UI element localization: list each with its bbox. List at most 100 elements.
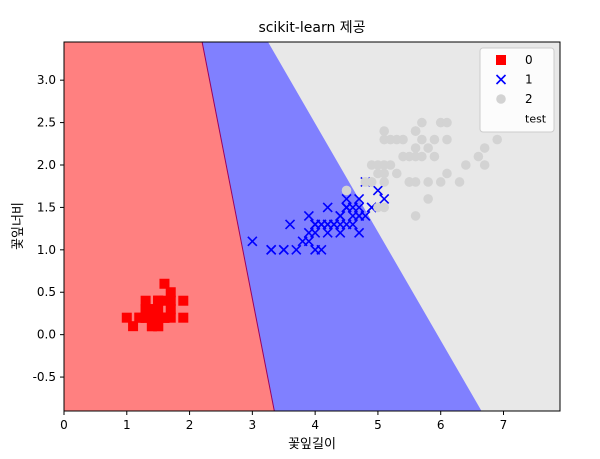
point-0-5 bbox=[165, 295, 176, 306]
point-2-14 bbox=[379, 126, 390, 136]
point-1-27 bbox=[372, 185, 383, 196]
legend-marker-1 bbox=[495, 74, 507, 85]
point-2-20 bbox=[417, 134, 427, 145]
point-2-5 bbox=[473, 151, 484, 162]
point-0-22 bbox=[121, 312, 132, 323]
point-2-30 bbox=[442, 168, 452, 179]
point-2-7 bbox=[454, 177, 465, 187]
point-2-34 bbox=[410, 211, 421, 221]
point-1-29 bbox=[278, 244, 289, 255]
legend-marker-0 bbox=[496, 55, 506, 65]
x-tick-label: 6 bbox=[437, 418, 445, 432]
point-2-35 bbox=[442, 134, 452, 145]
point-0-44 bbox=[178, 295, 189, 306]
point-2-29 bbox=[423, 194, 433, 204]
legend-box bbox=[479, 47, 555, 133]
y-tick-label: 1.5 bbox=[37, 200, 56, 214]
point-1-42 bbox=[310, 227, 321, 238]
point-0-35 bbox=[134, 312, 145, 323]
point-0-19 bbox=[153, 304, 164, 315]
y-tick-label: 2.5 bbox=[37, 116, 56, 130]
point-0-42 bbox=[140, 312, 151, 323]
boundary-0-1 bbox=[201, 42, 275, 411]
point-0-20 bbox=[165, 312, 176, 323]
point-2-25 bbox=[435, 177, 446, 187]
point-2-42 bbox=[429, 134, 440, 145]
point-0-43 bbox=[159, 278, 170, 289]
point-2-18 bbox=[492, 134, 503, 145]
legend-label-test: test bbox=[525, 113, 547, 126]
point-2-2 bbox=[429, 151, 440, 162]
y-axis: -0.5 0.0 0.5 1.0 1.5 2.0 2.5 3.0 bbox=[33, 73, 64, 384]
point-1-9 bbox=[303, 210, 314, 221]
point-1-33 bbox=[379, 193, 390, 204]
point-2-46 bbox=[385, 160, 396, 170]
point-2-8 bbox=[423, 177, 433, 187]
point-1-11 bbox=[322, 202, 333, 213]
point-0-46 bbox=[159, 312, 170, 323]
point-0-31 bbox=[153, 295, 164, 306]
x-tick-label: 0 bbox=[60, 418, 68, 432]
point-2-11 bbox=[391, 168, 402, 179]
point-1-23 bbox=[354, 227, 365, 238]
x-tick-label: 4 bbox=[311, 418, 319, 432]
point-2-4 bbox=[423, 143, 433, 153]
point-2-44 bbox=[385, 134, 396, 145]
point-2-17 bbox=[479, 143, 490, 153]
point-1-30 bbox=[297, 236, 308, 247]
point-0-32 bbox=[153, 321, 164, 332]
point-0-41 bbox=[140, 304, 151, 315]
region-0 bbox=[64, 42, 275, 411]
point-0-48 bbox=[153, 312, 164, 323]
x-tick-label: 7 bbox=[500, 418, 508, 432]
point-1-45 bbox=[322, 227, 333, 238]
x-tick-label: 2 bbox=[186, 418, 194, 432]
point-1-34 bbox=[341, 202, 352, 213]
point-1-14 bbox=[284, 219, 296, 230]
point-2-47 bbox=[398, 134, 408, 145]
point-0-49 bbox=[146, 312, 157, 323]
x-tick-label: 5 bbox=[374, 418, 382, 432]
point-0-13 bbox=[128, 321, 139, 332]
point-1-41 bbox=[347, 210, 358, 221]
y-tick-label: -0.5 bbox=[33, 370, 56, 384]
point-1-26 bbox=[360, 210, 371, 221]
point-2-45 bbox=[373, 168, 383, 179]
point-1-43 bbox=[266, 244, 277, 255]
point-2-32 bbox=[410, 143, 421, 153]
point-0-45 bbox=[146, 304, 157, 315]
x-tick-label: 3 bbox=[249, 418, 257, 432]
legend-label-1: 1 bbox=[525, 73, 533, 87]
data-points bbox=[121, 117, 503, 332]
point-2-43 bbox=[417, 117, 427, 128]
y-tick-label: 1.0 bbox=[37, 243, 56, 257]
point-2-9 bbox=[442, 117, 452, 128]
point-1-40 bbox=[335, 227, 346, 238]
point-2-38 bbox=[360, 177, 371, 187]
point-1-6 bbox=[354, 193, 365, 204]
point-2-21 bbox=[366, 160, 377, 170]
point-1-48 bbox=[247, 236, 258, 247]
point-1-36 bbox=[354, 202, 365, 213]
chart-title: scikit-learn 제공 bbox=[258, 20, 365, 36]
point-0-37 bbox=[146, 321, 157, 332]
point-1-49 bbox=[316, 219, 327, 230]
legend-label-2: 2 bbox=[525, 92, 533, 106]
point-2-6 bbox=[341, 185, 352, 196]
legend-label-0: 0 bbox=[525, 53, 533, 67]
y-axis-label: 꽃잎너비 bbox=[11, 202, 26, 250]
point-2-39 bbox=[398, 151, 408, 162]
y-tick-label: 0.0 bbox=[37, 328, 56, 342]
x-axis-label: 꽃잎길이 bbox=[288, 437, 336, 452]
point-1-35 bbox=[341, 193, 352, 204]
point-1-25 bbox=[335, 210, 346, 221]
point-2-37 bbox=[404, 177, 415, 187]
point-2-31 bbox=[461, 160, 471, 170]
point-2-48 bbox=[379, 177, 390, 187]
plot-frame bbox=[63, 41, 561, 412]
point-2-28 bbox=[410, 151, 421, 162]
point-2-40 bbox=[410, 126, 421, 136]
point-0-24 bbox=[178, 312, 189, 323]
point-1-47 bbox=[328, 219, 340, 230]
